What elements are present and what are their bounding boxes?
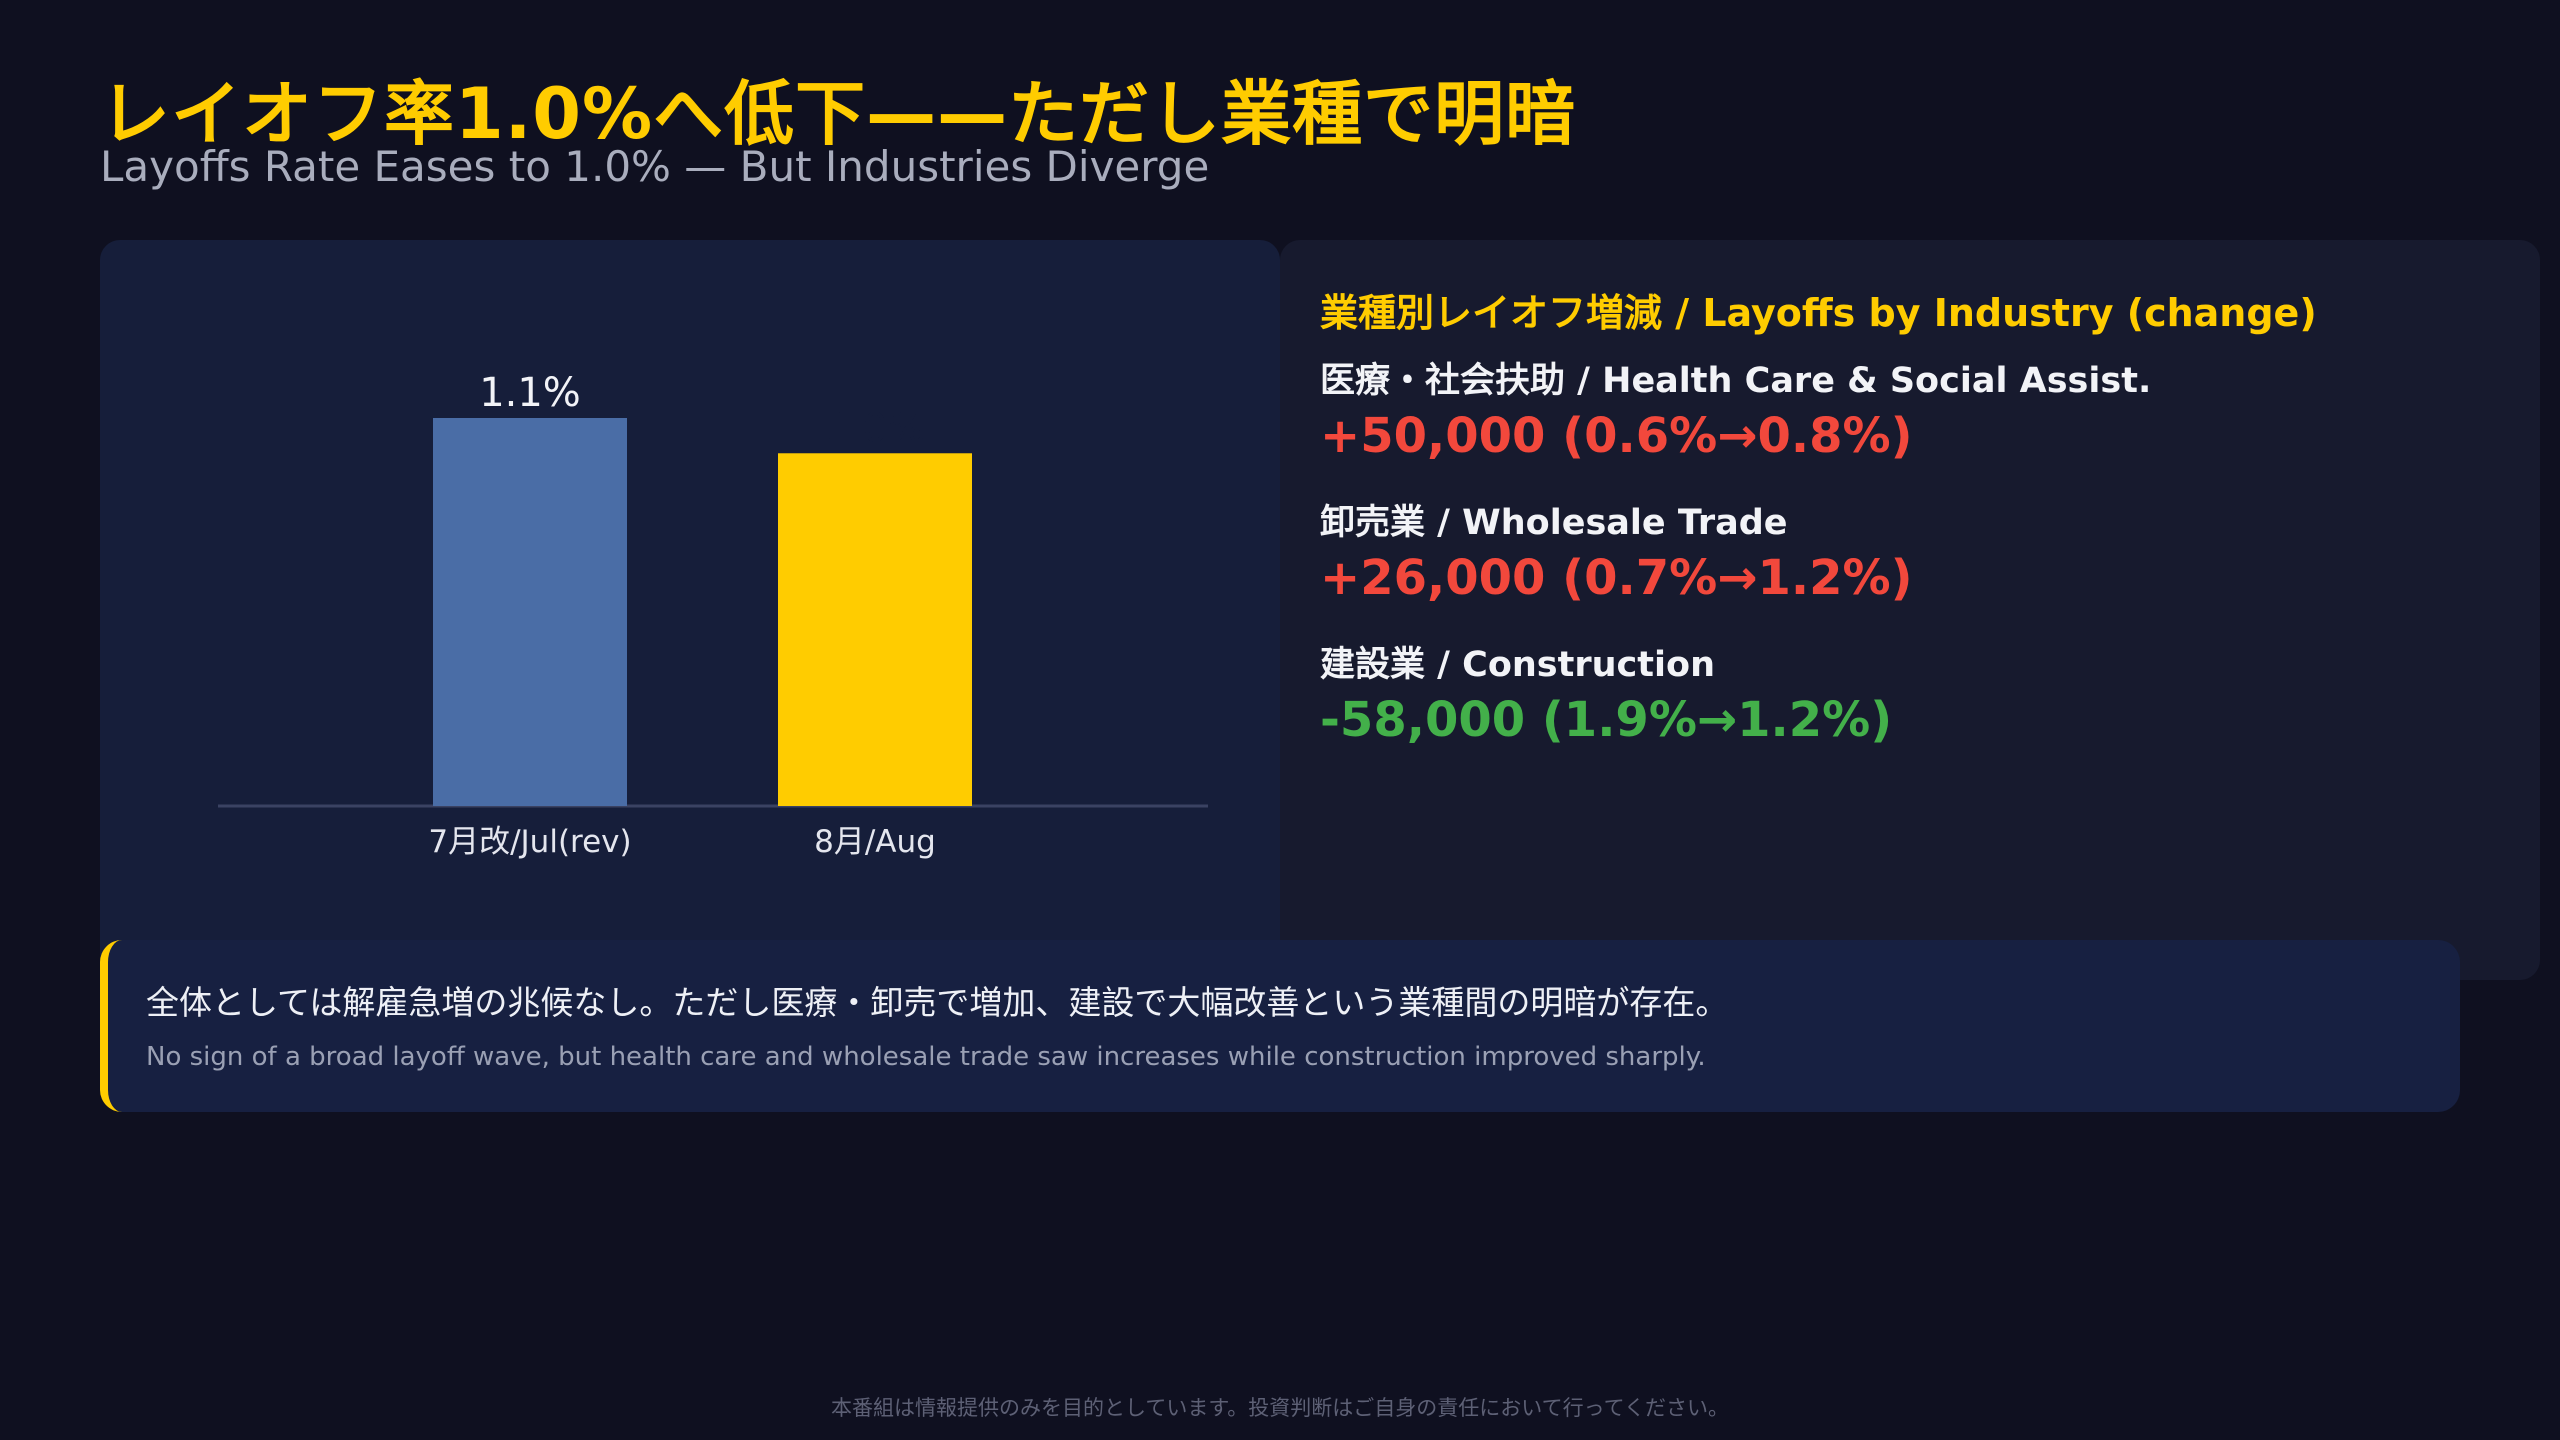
industry-item-wholesale-trade: 卸売業 / Wholesale Trade +26,000 (0.7%→1.2%…	[1320, 500, 2500, 610]
bar-jul-rev	[433, 418, 627, 806]
bar-chart: 1.1% 7月改/Jul(rev) 1.0% 8月/Aug	[218, 370, 1208, 860]
industry-change: -58,000 (1.9%→1.2%)	[1320, 692, 1893, 748]
industry-item-construction: 建設業 / Construction -58,000 (1.9%→1.2%)	[1320, 642, 2500, 752]
industry-name: 医療・社会扶助 / Health Care & Social Assist.	[1320, 361, 2152, 401]
industry-panel: 業種別レイオフ増減 / Layoffs by Industry (change)…	[1280, 240, 2540, 980]
page-title: レイオフ率1.0%へ低下——ただし業種で明暗	[100, 73, 1577, 155]
page-subtitle: Layoffs Rate Eases to 1.0% — But Industr…	[100, 142, 1210, 191]
bar-aug	[778, 453, 972, 806]
chart-panel: 1.1% 7月改/Jul(rev) 1.0% 8月/Aug	[100, 240, 1280, 980]
footer-disclaimer: 本番組は情報提供のみを目的としています。投資判断はご自身の責任において行ってくだ…	[831, 1396, 1729, 1420]
summary-japanese: 全体としては解雇急増の兆候なし。ただし医療・卸売で増加、建設で大幅改善という業種…	[146, 983, 1729, 1022]
data-label: 1.0%	[824, 405, 926, 451]
industry-change: +26,000 (0.7%→1.2%)	[1320, 550, 1913, 606]
industry-name: 建設業 / Construction	[1320, 645, 1715, 685]
category-label: 7月改/Jul(rev)	[428, 824, 631, 860]
industry-name: 卸売業 / Wholesale Trade	[1320, 503, 1788, 543]
industry-heading: 業種別レイオフ増減 / Layoffs by Industry (change)	[1320, 291, 2317, 335]
category-label: 8月/Aug	[814, 824, 936, 860]
industry-item-health-care: 医療・社会扶助 / Health Care & Social Assist. +…	[1320, 358, 2500, 468]
summary-english: No sign of a broad layoff wave, but heal…	[146, 1042, 1706, 1072]
summary-callout: 全体としては解雇急増の兆候なし。ただし医療・卸売で増加、建設で大幅改善という業種…	[100, 940, 2460, 1112]
industry-change: +50,000 (0.6%→0.8%)	[1320, 408, 1913, 464]
data-label: 1.1%	[479, 370, 581, 416]
